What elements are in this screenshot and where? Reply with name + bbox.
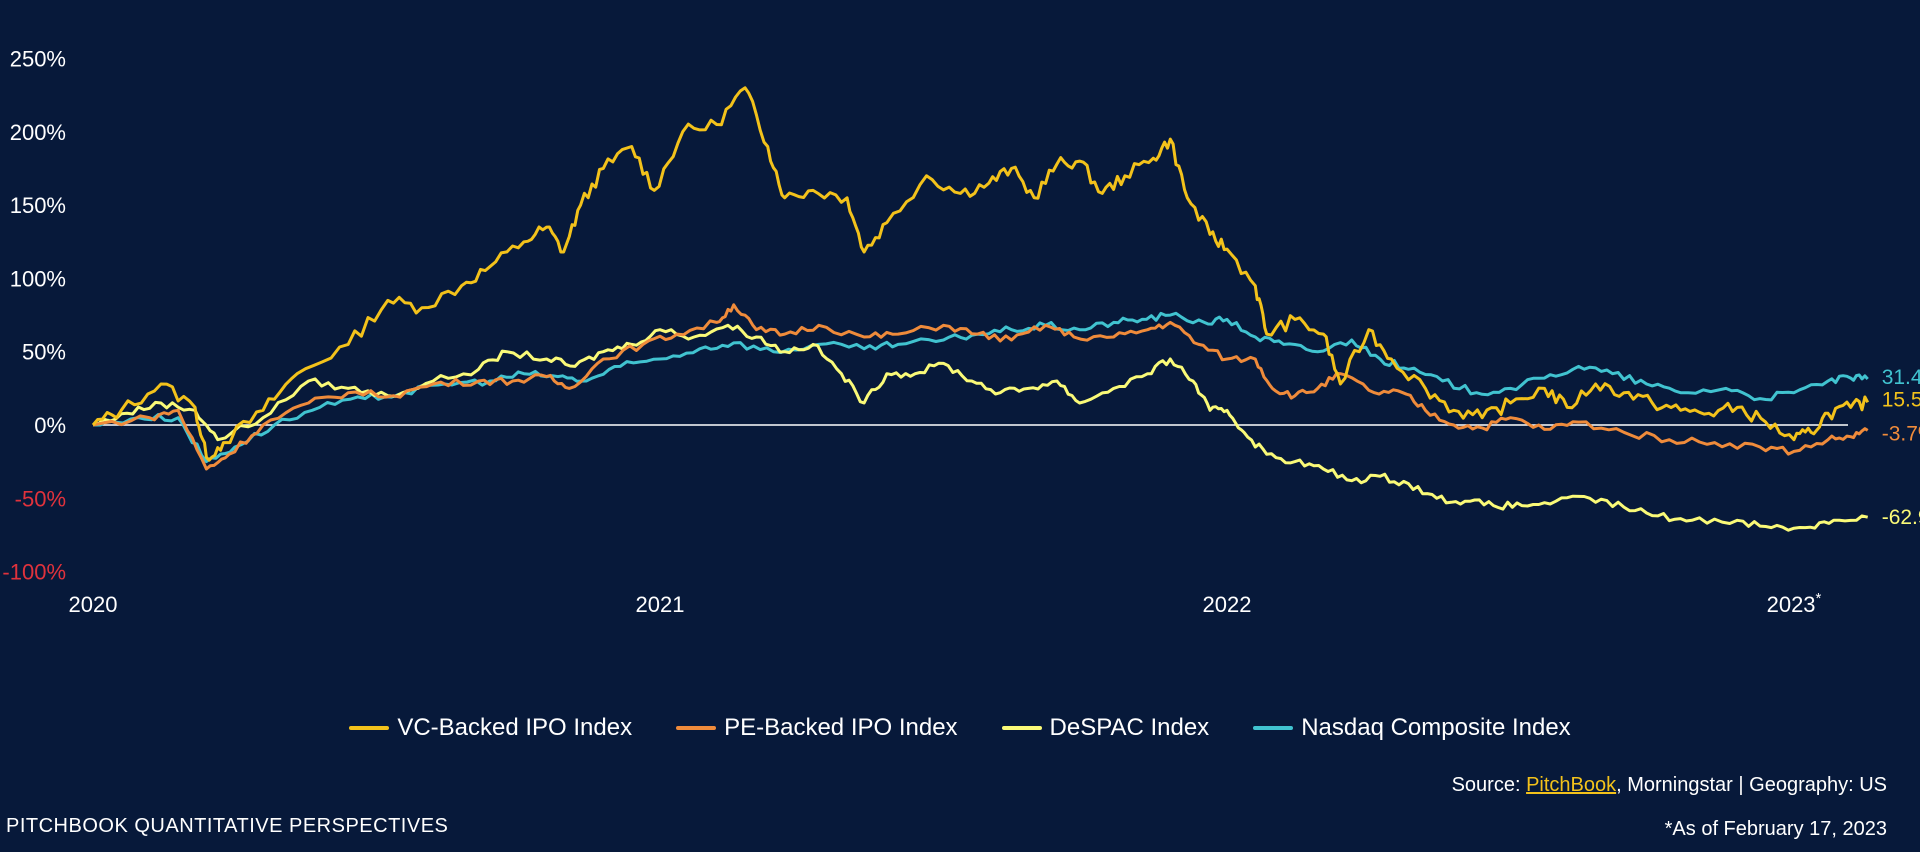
end-value-label: -62.9% xyxy=(1882,506,1920,529)
source-suffix: , Morningstar | Geography: US xyxy=(1616,774,1887,796)
legend-item-pe[interactable]: PE-Backed IPO Index xyxy=(676,714,958,742)
end-value-label: 31.4% xyxy=(1882,366,1920,389)
y-tick-label: 50% xyxy=(22,340,66,365)
end-value-label: -3.7% xyxy=(1882,422,1920,445)
x-tick-label: 2021 xyxy=(636,592,685,617)
legend-item-vc[interactable]: VC-Backed IPO Index xyxy=(349,714,632,742)
y-tick-label: 0% xyxy=(34,413,66,438)
y-tick-label: 150% xyxy=(10,193,66,218)
y-tick-label: 200% xyxy=(10,120,66,145)
legend-item-despac[interactable]: DeSPAC Index xyxy=(1001,714,1210,742)
x-tick-label: 2020 xyxy=(69,592,118,617)
as-of-note: *As of February 17, 2023 xyxy=(1664,818,1887,840)
legend-label: PE-Backed IPO Index xyxy=(724,714,958,741)
legend-swatch xyxy=(349,726,390,730)
source-note: Source: PitchBook, Morningstar | Geograp… xyxy=(1452,774,1887,797)
legend-swatch xyxy=(676,726,717,730)
legend: VC-Backed IPO Index PE-Backed IPO Index … xyxy=(0,714,1920,742)
y-axis-ticks: 250% 200% 150% 100% 50% 0% -50% -100% xyxy=(2,47,66,585)
series-lines xyxy=(91,86,1870,532)
x-tick-label: 2022 xyxy=(1203,592,1252,617)
brand-footer: PITCHBOOK QUANTITATIVE PERSPECTIVES xyxy=(6,815,449,837)
legend-label: VC-Backed IPO Index xyxy=(397,714,633,741)
series-line xyxy=(91,86,1870,462)
y-tick-label: 250% xyxy=(10,47,66,72)
x-axis-ticks: 2020 2021 2022 2023* xyxy=(69,590,1822,617)
series-line xyxy=(92,303,1869,471)
y-tick-label: 100% xyxy=(10,266,66,291)
source-prefix: Source: xyxy=(1451,774,1527,796)
legend-swatch xyxy=(1253,726,1294,730)
end-labels: 15.5% -3.7% -62.9% 31.4% xyxy=(1882,366,1920,529)
x-tick-label: 2023* xyxy=(1767,590,1822,617)
source-link[interactable]: PitchBook xyxy=(1526,774,1617,796)
y-tick-label: -100% xyxy=(2,560,66,585)
y-tick-label: -50% xyxy=(15,486,66,511)
legend-label: Nasdaq Composite Index xyxy=(1301,714,1571,741)
legend-label: DeSPAC Index xyxy=(1049,714,1210,741)
legend-item-nasdaq[interactable]: Nasdaq Composite Index xyxy=(1253,714,1571,742)
legend-swatch xyxy=(1001,726,1042,730)
end-value-label: 15.5% xyxy=(1882,388,1920,411)
series-line xyxy=(92,323,1869,532)
